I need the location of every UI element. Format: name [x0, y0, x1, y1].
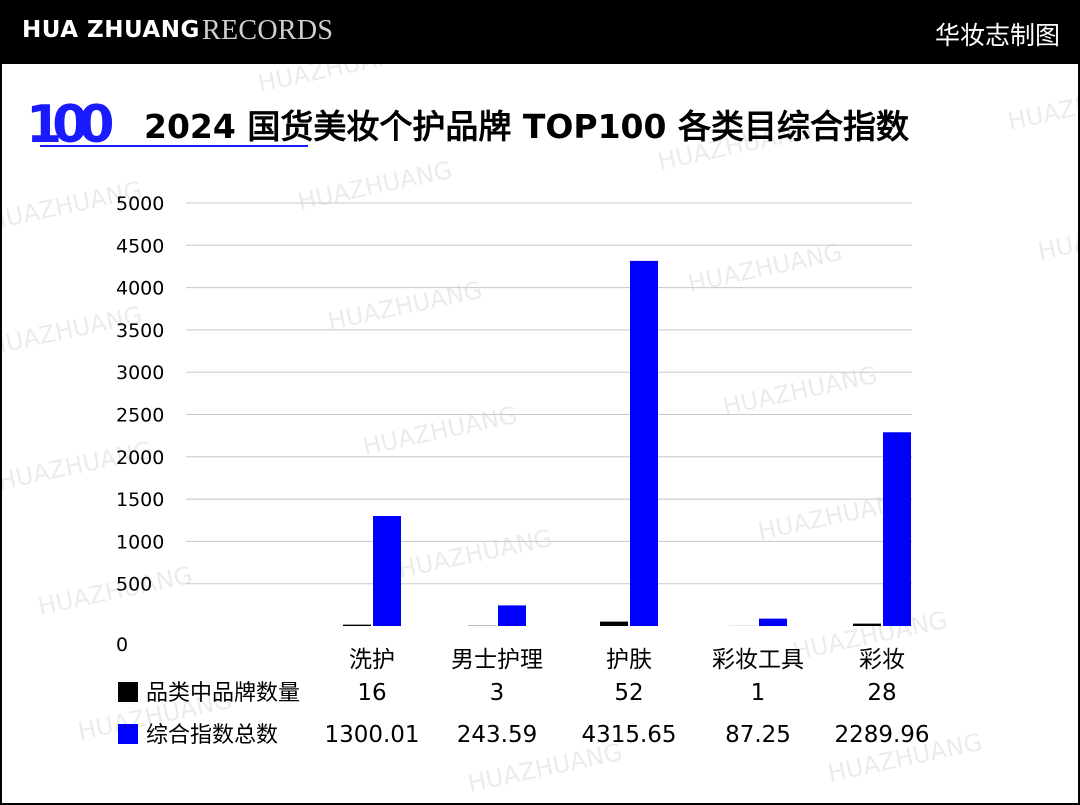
y-tick-label: 2500: [116, 405, 164, 427]
grid-lines: [186, 202, 912, 585]
legend-data-table: 品类中品牌数量 16 3 52 1 28 综合指数总数 1300.01 243.59 4315.6…: [118, 680, 930, 748]
bar-index-total: [630, 260, 658, 626]
data-table-value: 4315.65: [581, 722, 676, 748]
y-tick-label: 1500: [116, 489, 164, 511]
bar-index-total: [883, 432, 911, 626]
producer-label: 华妆志制图: [934, 21, 1060, 50]
watermark-text: HUAZHUANG: [1035, 206, 1080, 266]
data-table-value: 16: [357, 680, 386, 706]
bar-index-total: [373, 516, 401, 626]
watermark-text: HUAZHUANG: [615, 0, 774, 48]
x-category-label: 彩妆工具: [712, 647, 804, 673]
data-table-value: 243.59: [457, 722, 537, 748]
x-category-label: 彩妆: [859, 647, 905, 673]
watermark-text: HUAZHUANG: [360, 401, 519, 461]
bar-index-total: [498, 605, 526, 626]
y-tick-label: 0: [116, 634, 128, 656]
y-tick-label: 3000: [116, 362, 164, 384]
watermark-text: HUAZHUANG: [720, 361, 879, 421]
y-axis-ticks: 0 500 1000 1500 2000 2500 3000 3500 4000 4500 5000: [116, 193, 164, 656]
bar-brand-count: [600, 621, 628, 626]
bar-brand-count: [343, 624, 371, 626]
header-bar: HUA ZHUANG RECORDS 华妆志制图: [0, 0, 1080, 64]
y-tick-label: 5000: [116, 193, 164, 215]
legend-swatch-index-total: [118, 724, 138, 744]
data-table-value: 2289.96: [834, 722, 929, 748]
data-table-value: 3: [490, 680, 505, 706]
x-category-label: 洗护: [349, 647, 395, 673]
watermark-text: HUAZHUANG: [1005, 76, 1080, 136]
x-category-label: 护肤: [606, 647, 652, 673]
legend-label: 综合指数总数: [146, 723, 278, 748]
y-tick-label: 3500: [116, 320, 164, 342]
y-tick-label: 500: [116, 574, 152, 596]
x-axis-labels: 洗护 男士护理 护肤 彩妆工具 彩妆: [349, 647, 905, 673]
bars: [343, 260, 911, 626]
watermark-text: HUAZHUANG: [655, 116, 814, 176]
legend-label: 品类中品牌数量: [146, 681, 300, 706]
brand-records: RECORDS: [202, 15, 334, 46]
legend-swatch-brand-count: [118, 682, 138, 702]
data-table-value: 1300.01: [324, 722, 419, 748]
y-tick-label: 4500: [116, 235, 164, 257]
data-table-value: 28: [867, 680, 896, 706]
watermark-text: HUAZHUANG: [685, 238, 844, 298]
watermark-text: HUAZHUANG: [395, 524, 554, 584]
watermark-text: HUAZHUANG: [255, 38, 414, 98]
watermark-text: HUAZHUANG: [295, 156, 454, 216]
bar-index-total: [759, 618, 787, 626]
logo-100: 100: [26, 95, 308, 155]
y-tick-label: 1000: [116, 531, 164, 553]
x-category-label: 男士护理: [451, 647, 543, 673]
bar-brand-count: [853, 623, 881, 626]
data-table-value: 52: [614, 680, 643, 706]
data-table-value: 1: [751, 680, 766, 706]
y-tick-label: 2000: [116, 447, 164, 469]
brand-name: HUA ZHUANG: [22, 17, 200, 43]
y-tick-label: 4000: [116, 278, 164, 300]
watermark-text: HUAZHUANG: [325, 276, 484, 336]
chart-title: 2024 国货美妆个护品牌 TOP100 各类目综合指数: [144, 107, 909, 146]
data-table-value: 87.25: [725, 722, 791, 748]
